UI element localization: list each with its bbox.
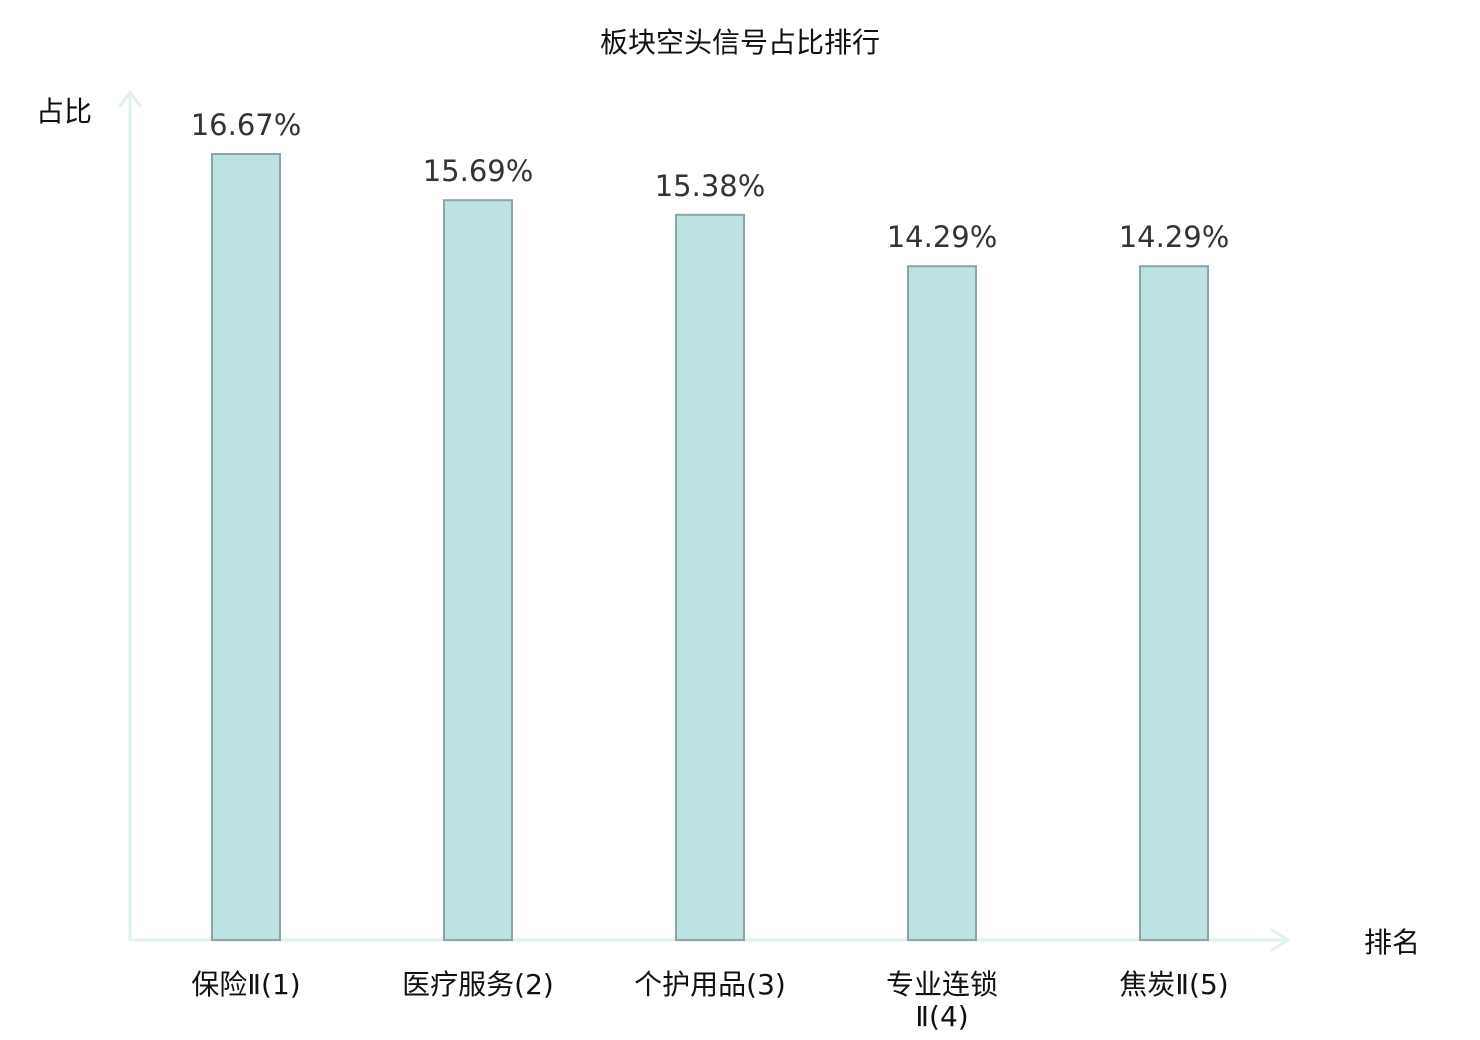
- x-axis-label: 排名: [1364, 926, 1420, 959]
- category-label-2-line-1: 医疗服务(2): [402, 968, 554, 1001]
- y-axis-label: 占比: [36, 95, 92, 128]
- category-label-2: 医疗服务(2): [402, 968, 554, 1001]
- bars-layer: [211, 153, 1209, 942]
- category-label-1-line-1: 保险Ⅱ(1): [191, 968, 300, 1001]
- bar-3: [675, 213, 745, 941]
- category-label-5: 焦炭Ⅱ(5): [1119, 968, 1228, 1001]
- category-label-1: 保险Ⅱ(1): [191, 968, 300, 1001]
- x-axis-arrowhead: [1270, 928, 1290, 952]
- value-label-1: 16.67%: [191, 108, 302, 142]
- category-label-4-line-2: Ⅱ(4): [915, 1000, 968, 1033]
- value-label-4: 14.29%: [887, 220, 998, 254]
- category-label-4-line-1: 专业连锁: [886, 968, 998, 1001]
- category-label-3-line-1: 个护用品(3): [634, 968, 786, 1001]
- category-label-5-line-1: 焦炭Ⅱ(5): [1119, 968, 1228, 1001]
- chart-title: 板块空头信号占比排行: [600, 26, 880, 59]
- bar-5: [1139, 265, 1209, 942]
- value-label-2: 15.69%: [423, 154, 534, 188]
- value-label-3: 15.38%: [655, 169, 766, 203]
- value-label-5: 14.29%: [1119, 220, 1230, 254]
- category-label-3: 个护用品(3): [634, 968, 786, 1001]
- bar-2: [443, 199, 513, 941]
- y-axis-arrowhead: [118, 90, 142, 108]
- category-label-4: 专业连锁 Ⅱ(4): [886, 968, 998, 1033]
- bar-4: [907, 265, 977, 942]
- bar-1: [211, 153, 281, 941]
- labels-layer: 16.67% 保险Ⅱ(1) 15.69% 医疗服务(2) 15.38% 个护用品(3) 14…: [191, 108, 1230, 1033]
